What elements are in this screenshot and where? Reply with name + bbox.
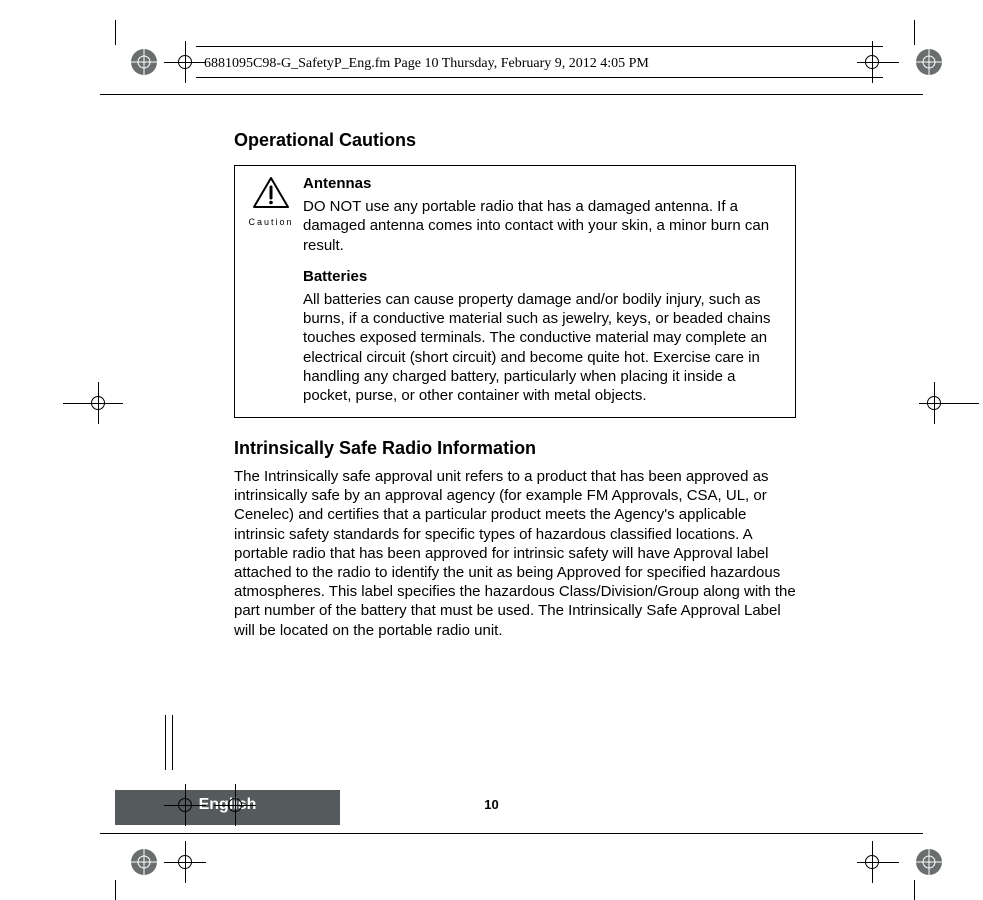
registration-mark-icon [915, 48, 943, 76]
header-rule-bottom [196, 77, 883, 78]
registration-mark-icon [130, 48, 158, 76]
crosshair-icon [83, 388, 123, 428]
caution-icon [251, 176, 291, 210]
crop-line [115, 880, 116, 900]
registration-mark-icon [915, 848, 943, 876]
bottom-crop-rule [100, 833, 923, 834]
top-crop-rule [100, 94, 923, 95]
crosshair-icon [220, 790, 260, 830]
antennas-heading: Antennas [303, 174, 785, 193]
header-rule-top [196, 46, 883, 47]
caution-body: Antennas DO NOT use any portable radio t… [303, 174, 785, 405]
running-head: 6881095C98-G_SafetyP_Eng.fm Page 10 Thur… [204, 56, 649, 72]
section-heading-operational-cautions: Operational Cautions [234, 130, 796, 151]
page: 6881095C98-G_SafetyP_Eng.fm Page 10 Thur… [0, 0, 983, 900]
crosshair-icon [919, 388, 959, 428]
crosshair-icon [857, 47, 897, 87]
batteries-body: All batteries can cause property damage … [303, 290, 785, 405]
crosshair-icon [857, 847, 897, 887]
caution-icon-column: Caution [245, 174, 297, 405]
crop-line [914, 880, 915, 900]
section-heading-intrinsically-safe: Intrinsically Safe Radio Information [234, 438, 796, 459]
registration-mark-icon [130, 848, 158, 876]
caution-box: Caution Antennas DO NOT use any portable… [234, 165, 796, 418]
crop-line [172, 715, 173, 770]
crop-line [115, 20, 116, 45]
crosshair-icon [170, 847, 210, 887]
crop-line [914, 20, 915, 45]
page-number: 10 [0, 797, 983, 812]
crosshair-icon [170, 790, 210, 830]
content-area: Operational Cautions Caution Antennas DO… [234, 130, 796, 640]
antennas-body: DO NOT use any portable radio that has a… [303, 197, 785, 255]
batteries-heading: Batteries [303, 267, 785, 286]
crop-line [165, 715, 166, 770]
caution-label: Caution [245, 217, 297, 227]
intrinsically-safe-body: The Intrinsically safe approval unit ref… [234, 467, 796, 640]
